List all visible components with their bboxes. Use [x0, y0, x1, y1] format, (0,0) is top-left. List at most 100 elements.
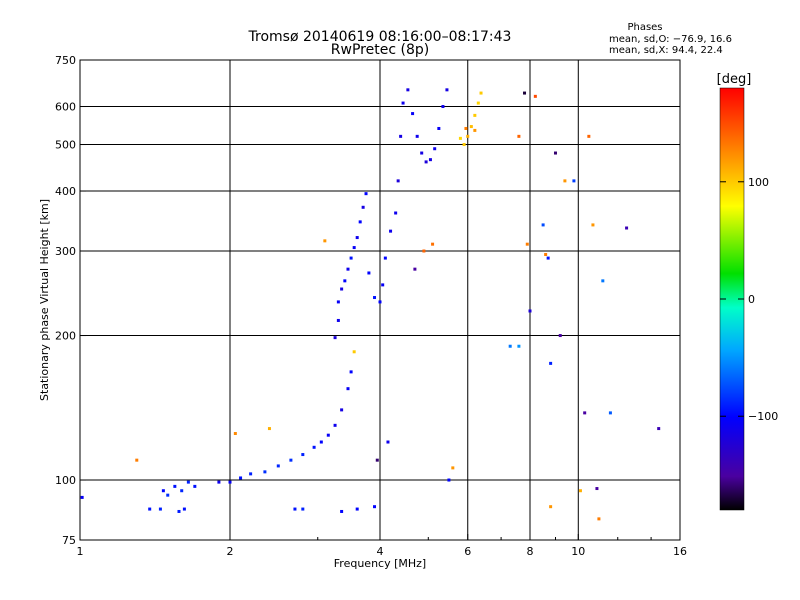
data-point	[352, 246, 356, 250]
data-point	[583, 411, 587, 415]
stats-x-mode: mean, sd,X: 94.4, 22.4	[609, 45, 723, 56]
data-point	[343, 279, 347, 283]
data-point	[228, 480, 232, 484]
data-point	[346, 387, 350, 391]
data-point	[373, 505, 377, 509]
data-point	[447, 478, 451, 482]
data-point	[451, 466, 455, 470]
data-point	[349, 256, 353, 260]
data-point	[373, 296, 377, 300]
data-point	[233, 432, 237, 436]
data-point	[422, 249, 426, 253]
data-point	[549, 505, 553, 509]
data-point	[469, 125, 473, 129]
data-point	[433, 147, 437, 151]
data-point	[333, 336, 337, 340]
data-point	[525, 242, 529, 246]
stats-header: Phases	[627, 22, 662, 33]
data-point	[595, 487, 599, 491]
data-point	[336, 318, 340, 322]
data-point	[591, 223, 595, 227]
data-point	[544, 253, 548, 257]
data-point	[473, 128, 477, 132]
data-point	[401, 101, 405, 105]
data-point	[479, 91, 483, 95]
data-point	[389, 229, 393, 233]
grid-lines	[80, 60, 680, 540]
chart-subtitle: RwPretec (8p)	[331, 42, 429, 58]
y-tick-label: 300	[55, 245, 76, 258]
data-point	[182, 507, 186, 511]
data-point	[239, 476, 243, 480]
data-point	[161, 489, 165, 493]
data-point	[578, 489, 582, 493]
colorbar-tick-label: −100	[748, 410, 778, 423]
stats-o-mode: mean, sd,O: −76.9, 16.6	[609, 34, 732, 45]
colorbar-tick-label: 0	[748, 293, 755, 306]
y-axis-ticks: 75 100 200 300 400 500 600 750	[55, 54, 86, 547]
data-point	[445, 88, 449, 92]
data-point	[381, 283, 385, 287]
data-point	[358, 220, 362, 224]
data-point	[276, 464, 280, 468]
data-point	[289, 458, 293, 462]
data-point	[340, 509, 344, 513]
data-point	[431, 242, 435, 246]
data-point	[148, 507, 152, 511]
data-point	[464, 126, 468, 130]
data-point	[597, 517, 601, 521]
data-point	[420, 151, 424, 155]
data-point	[572, 179, 576, 183]
x-tick-label: 10	[571, 545, 585, 558]
data-point	[466, 134, 470, 138]
y-axis-label: Stationary phase Virtual Height [km]	[38, 199, 51, 401]
data-point	[375, 458, 379, 462]
data-point	[378, 300, 382, 304]
data-point	[355, 507, 359, 511]
data-point	[166, 493, 170, 497]
plot-frame	[79, 59, 681, 541]
data-point	[349, 370, 353, 374]
x-axis-ticks: 1 2 4 6 8 10 16	[77, 534, 687, 558]
data-point	[462, 143, 466, 147]
data-point	[517, 344, 521, 348]
data-point	[319, 440, 323, 444]
data-point	[364, 192, 368, 196]
y-tick-label: 500	[55, 139, 76, 152]
data-point	[352, 350, 356, 354]
data-point	[508, 344, 512, 348]
data-point	[608, 411, 612, 415]
data-point	[293, 507, 297, 511]
data-point	[301, 453, 305, 457]
x-tick-label: 6	[464, 545, 471, 558]
data-point	[563, 179, 567, 183]
data-point	[355, 236, 359, 240]
data-point	[177, 509, 181, 513]
data-point	[340, 408, 344, 412]
data-point	[541, 223, 545, 227]
data-point	[326, 433, 330, 437]
x-tick-label: 1	[77, 545, 84, 558]
data-point	[158, 507, 162, 511]
data-point	[553, 151, 557, 155]
x-tick-label: 4	[377, 545, 384, 558]
y-tick-label: 100	[55, 474, 76, 487]
data-points	[80, 88, 661, 521]
data-point	[340, 287, 344, 291]
x-tick-label: 2	[227, 545, 234, 558]
data-point	[263, 470, 267, 474]
data-point	[346, 267, 350, 271]
data-point	[173, 484, 177, 488]
data-point	[473, 113, 477, 117]
colorbar-tick-label: 100	[748, 176, 769, 189]
data-point	[441, 105, 445, 109]
data-point	[411, 112, 415, 116]
data-point	[428, 158, 432, 162]
data-point	[413, 267, 417, 271]
colorbar-label: [deg]	[717, 72, 752, 87]
data-point	[396, 179, 400, 183]
data-point	[180, 489, 184, 493]
data-point	[333, 423, 337, 427]
data-point	[386, 440, 390, 444]
y-tick-label: 600	[55, 101, 76, 114]
